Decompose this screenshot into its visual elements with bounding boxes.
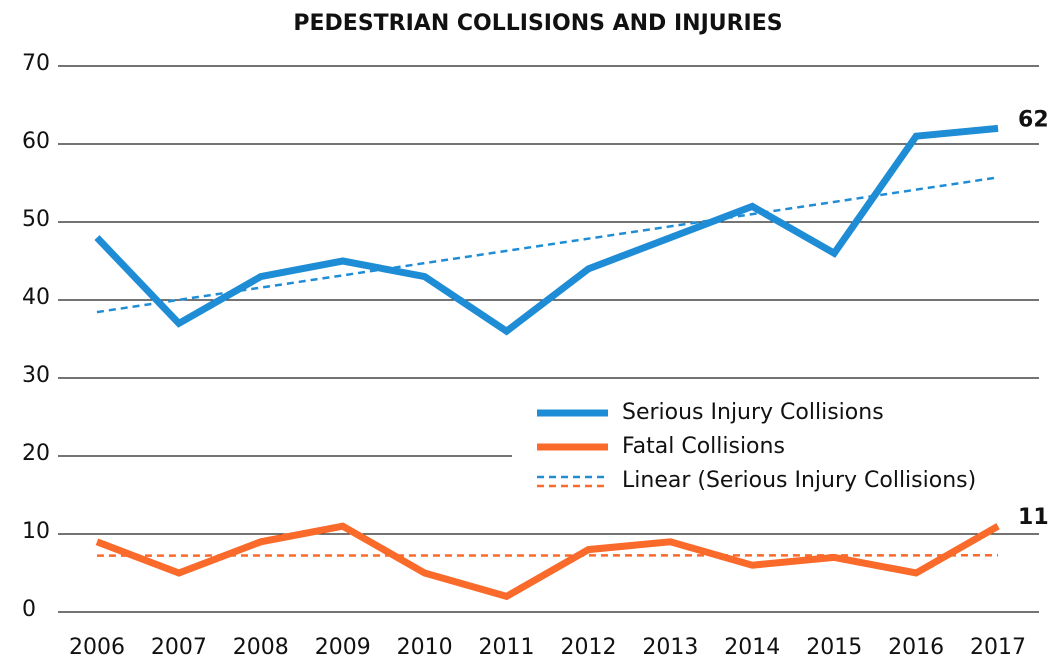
y-tick-label: 60: [22, 129, 50, 154]
legend-label: Fatal Collisions: [622, 434, 785, 459]
x-tick-label: 2017: [970, 635, 1026, 660]
legend-label: Serious Injury Collisions: [622, 400, 884, 425]
trendline: [96, 176, 999, 314]
x-tick-label: 2008: [233, 635, 289, 660]
x-tick-label: 2009: [315, 635, 371, 660]
x-tick-label: 2013: [642, 635, 698, 660]
series-line: [95, 522, 1000, 601]
y-tick-label: 70: [22, 51, 50, 76]
y-tick-label: 10: [22, 519, 50, 544]
x-tick-label: 2010: [397, 635, 453, 660]
chart-title: PEDESTRIAN COLLISIONS AND INJURIES: [293, 11, 782, 36]
y-tick-label: 30: [22, 363, 50, 388]
y-tick-label: 50: [22, 207, 50, 232]
x-tick-label: 2016: [888, 635, 944, 660]
x-tick-label: 2015: [806, 635, 862, 660]
x-tick-label: 2012: [560, 635, 616, 660]
x-tick-label: 2006: [69, 635, 125, 660]
y-tick-label: 40: [22, 285, 50, 310]
series-line: [94, 124, 999, 336]
x-tick-label: 2011: [479, 635, 535, 660]
x-tick-label: 2014: [724, 635, 780, 660]
y-tick-label: 0: [22, 597, 36, 622]
end-label: 62: [1018, 107, 1049, 132]
y-tick-label: 20: [22, 441, 50, 466]
x-tick-label: 2007: [151, 635, 207, 660]
end-label: 11: [1018, 505, 1049, 530]
legend-label: Linear (Serious Injury Collisions): [622, 468, 976, 493]
